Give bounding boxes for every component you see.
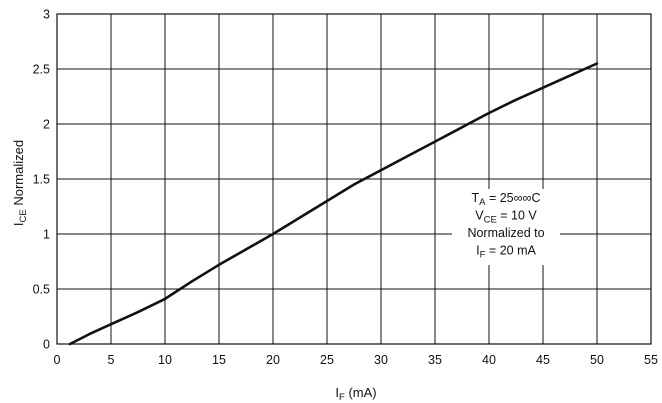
- y-tick-labels: 0 0.5 1 1.5 2 2.5 3: [33, 8, 50, 352]
- x-tick-label: 45: [536, 353, 550, 367]
- y-tick-label: 0: [43, 338, 50, 352]
- y-axis-label-subscript: CE: [18, 209, 29, 222]
- series-line: [68, 62, 599, 346]
- x-tick-label: 15: [212, 353, 226, 367]
- x-tick-label: 50: [590, 353, 604, 367]
- annotation-line: IF = 20 mA: [476, 244, 536, 261]
- x-tick-label: 25: [320, 353, 334, 367]
- annotation-line: TA = 25∞∞C: [472, 191, 541, 208]
- x-tick-label: 40: [482, 353, 496, 367]
- y-axis-label-rest: Normalized: [11, 140, 26, 209]
- x-tick-label: 20: [266, 353, 280, 367]
- x-tick-labels: 0 5 10 15 20 25 30 35 40 45 50 55: [54, 353, 658, 367]
- x-axis-label-main: I: [335, 385, 339, 400]
- grid-lines: [56, 13, 652, 345]
- plot-area-frame: [56, 13, 652, 345]
- annotation-background: [452, 189, 560, 265]
- series-layer: [68, 62, 599, 346]
- x-tick-label: 35: [428, 353, 442, 367]
- y-tick-label: 1.5: [33, 173, 50, 187]
- x-tick-label: 30: [374, 353, 388, 367]
- y-tick-label: 2.5: [33, 63, 50, 77]
- annotation-line: Normalized to: [467, 226, 544, 240]
- x-axis-label-subscript: F: [339, 392, 345, 403]
- x-tick-label: 0: [54, 353, 61, 367]
- y-axis-label: ICE Normalized: [11, 140, 29, 226]
- annotation-line: VCE = 10 V: [475, 209, 537, 226]
- y-tick-label: 1: [43, 228, 50, 242]
- x-tick-label: 55: [644, 353, 658, 367]
- y-tick-label: 0.5: [33, 283, 50, 297]
- y-tick-label: 2: [43, 118, 50, 132]
- y-axis-label-main: I: [11, 222, 26, 226]
- y-tick-label: 3: [43, 8, 50, 22]
- x-tick-label: 5: [108, 353, 115, 367]
- x-axis-label: IF (mA): [335, 385, 376, 403]
- x-tick-label: 10: [158, 353, 172, 367]
- x-axis-label-rest: (mA): [345, 385, 377, 400]
